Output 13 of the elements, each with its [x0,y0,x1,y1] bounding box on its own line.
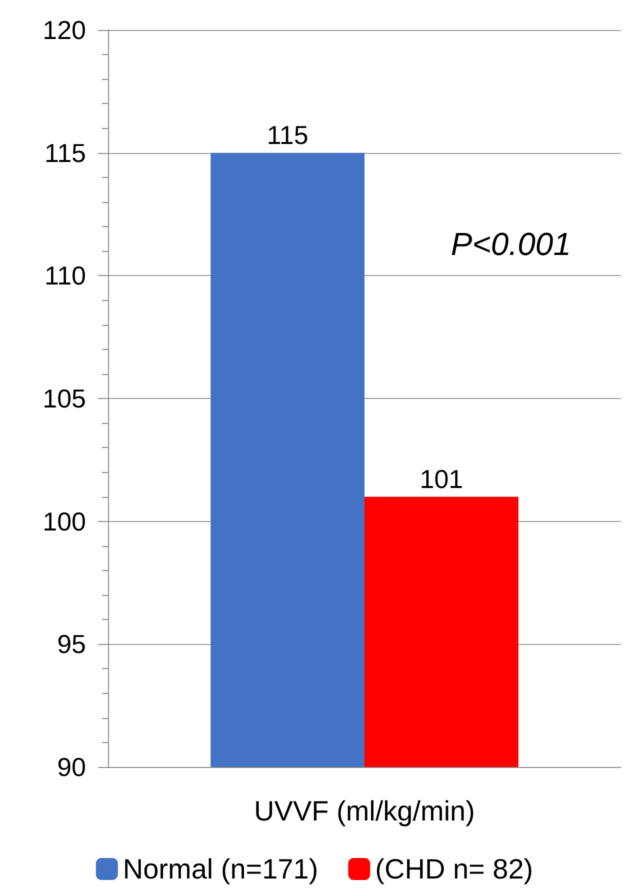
y-tick-label: 100 [42,506,86,536]
y-tick-label: 120 [42,15,86,45]
y-tick-label: 110 [44,260,86,291]
x-axis-title: UVVF (ml/kg/min) [254,796,475,826]
y-tick-label: 115 [44,138,86,168]
legend-label: (CHD n= 82) [375,854,534,884]
y-tick-label: 105 [42,384,86,414]
legend-label: Normal (n=171) [122,854,318,884]
data-label: 101 [420,464,464,494]
y-tick-label: 90 [57,752,86,782]
y-tick-label: 95 [57,629,86,660]
data-label: 115 [266,120,308,150]
annotation: P<0.001 [450,226,571,262]
